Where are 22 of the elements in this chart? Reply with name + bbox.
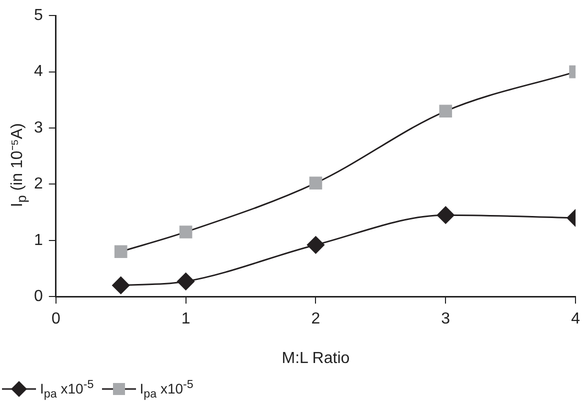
point — [112, 276, 130, 294]
y-tick-label: 0 — [34, 288, 43, 306]
point — [439, 104, 452, 118]
y-tick-label: 1 — [34, 232, 43, 249]
point — [436, 206, 454, 224]
x-tick-label: 4 — [571, 310, 580, 328]
x-tick-label: 0 — [51, 310, 60, 328]
y-tick-label: 4 — [34, 63, 43, 80]
y-tick-label: 3 — [34, 119, 43, 136]
y-tick-label: 5 — [34, 7, 43, 24]
y-tick-label: 2 — [34, 176, 43, 193]
point — [309, 176, 322, 190]
point — [179, 226, 192, 238]
x-tick-label: 1 — [181, 310, 190, 328]
x-tick-label: 3 — [441, 310, 450, 328]
legend-label: I$_{pa}$ x10$^{-5}$ — [40, 378, 94, 400]
x-tick-label: 2 — [311, 310, 320, 328]
point — [177, 272, 195, 290]
point — [114, 245, 128, 258]
x-axis-title: M:L Ratio — [282, 350, 350, 367]
legend-label: I$_{pa}$ x10$^{-5}$ — [140, 378, 194, 400]
point — [306, 236, 324, 254]
